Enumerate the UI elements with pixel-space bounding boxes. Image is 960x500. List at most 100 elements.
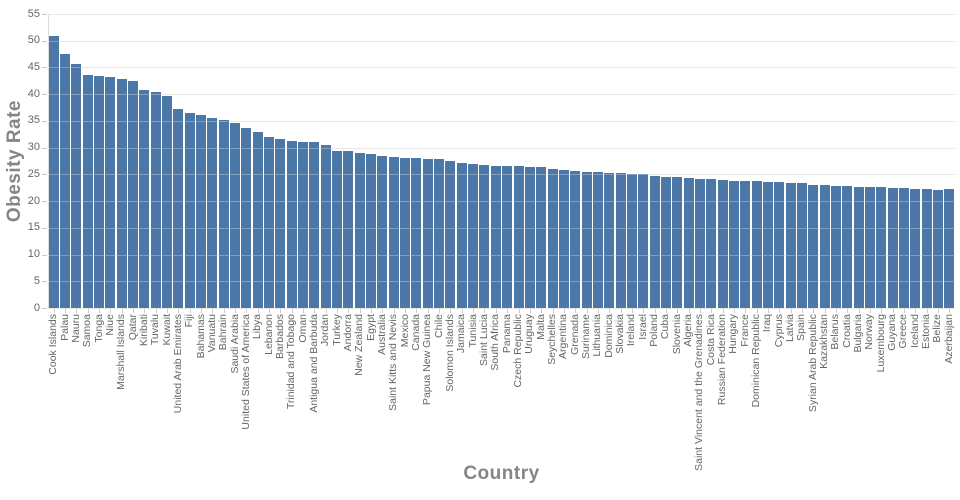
bar bbox=[309, 142, 320, 308]
gridline bbox=[48, 94, 955, 96]
x-axis-tick bbox=[337, 308, 339, 313]
gridline bbox=[48, 147, 955, 149]
bar bbox=[196, 114, 207, 308]
x-axis-tick-label: Tunisia bbox=[466, 314, 479, 348]
y-axis-tick-label: 5 bbox=[33, 274, 40, 287]
x-axis-tick-label: Panama bbox=[500, 314, 513, 354]
bar bbox=[762, 181, 773, 308]
x-axis-tick bbox=[869, 308, 871, 313]
x-axis-tick bbox=[813, 308, 815, 313]
y-axis-tick bbox=[42, 120, 47, 122]
y-axis-tick-label: 30 bbox=[27, 141, 40, 154]
bar bbox=[388, 157, 399, 308]
y-axis-tick-label: 0 bbox=[33, 301, 40, 314]
x-axis-tick-label: Cook Islands bbox=[47, 314, 60, 375]
x-axis-tick bbox=[461, 308, 463, 313]
bar bbox=[366, 153, 377, 308]
x-axis-tick bbox=[745, 308, 747, 313]
x-axis-tick bbox=[246, 308, 248, 313]
x-axis-tick bbox=[99, 308, 101, 313]
x-axis-tick-label: New Zealand bbox=[353, 314, 366, 376]
x-axis-tick bbox=[756, 308, 758, 313]
bar bbox=[71, 64, 82, 308]
x-axis-tick bbox=[937, 308, 939, 313]
x-axis-tick-label: Ireland bbox=[625, 314, 638, 347]
y-axis-tick bbox=[42, 67, 47, 69]
x-axis-tick bbox=[892, 308, 894, 313]
bar bbox=[830, 185, 841, 308]
x-axis-tick bbox=[110, 308, 112, 313]
x-axis-tick bbox=[688, 308, 690, 313]
x-axis-tick bbox=[325, 308, 327, 313]
bar bbox=[456, 162, 467, 308]
x-axis-tick bbox=[722, 308, 724, 313]
x-axis-tick-label: Trinidad and Tobago bbox=[285, 314, 298, 410]
bar bbox=[740, 180, 751, 308]
y-axis-tick-label: 45 bbox=[27, 60, 40, 73]
bar bbox=[343, 151, 354, 308]
x-axis-tick-label: Papua New Guinea bbox=[421, 314, 434, 406]
x-axis-tick bbox=[597, 308, 599, 313]
x-axis-tick-label: Chile bbox=[432, 314, 445, 338]
bar bbox=[479, 165, 490, 308]
bar bbox=[796, 183, 807, 308]
x-axis-tick bbox=[677, 308, 679, 313]
x-axis-tick bbox=[575, 308, 577, 313]
x-axis-tick-label: Uruguay bbox=[523, 314, 536, 354]
bar bbox=[604, 172, 615, 308]
bar bbox=[638, 174, 649, 308]
y-axis-tick bbox=[42, 254, 47, 256]
y-axis-tick bbox=[42, 281, 47, 283]
x-axis-tick-label: Greece bbox=[897, 314, 910, 349]
y-axis-tick bbox=[42, 174, 47, 176]
bar bbox=[581, 171, 592, 308]
bar bbox=[513, 166, 524, 308]
y-axis-tick-label: 15 bbox=[27, 221, 40, 234]
x-axis-tick-label: Samoa bbox=[81, 314, 94, 348]
bar bbox=[48, 36, 59, 308]
bar bbox=[139, 89, 150, 308]
bar bbox=[82, 75, 93, 308]
gridline bbox=[48, 281, 955, 283]
y-axis-tick bbox=[42, 308, 47, 309]
x-axis-tick bbox=[733, 308, 735, 313]
x-axis-tick-label: Belarus bbox=[829, 314, 842, 350]
y-axis-tick bbox=[42, 14, 47, 15]
y-axis-tick-label: 10 bbox=[27, 248, 40, 261]
x-axis-tick bbox=[178, 308, 180, 313]
y-axis-tick bbox=[42, 94, 47, 96]
x-axis-tick bbox=[926, 308, 928, 313]
x-axis-tick bbox=[858, 308, 860, 313]
bar bbox=[162, 95, 173, 308]
x-axis-tick bbox=[631, 308, 633, 313]
gridline bbox=[48, 67, 955, 69]
bar bbox=[524, 166, 535, 308]
bar bbox=[241, 127, 252, 308]
gridline bbox=[48, 201, 955, 203]
bar bbox=[898, 188, 909, 308]
x-axis-tick bbox=[847, 308, 849, 313]
bar bbox=[377, 155, 388, 308]
x-axis-tick bbox=[473, 308, 475, 313]
x-axis-tick bbox=[269, 308, 271, 313]
x-axis-tick bbox=[212, 308, 214, 313]
bar bbox=[694, 179, 705, 308]
x-axis-tick-label: Iraq bbox=[761, 314, 774, 333]
bar bbox=[660, 176, 671, 308]
bar bbox=[94, 76, 105, 308]
bar bbox=[672, 177, 683, 308]
gridline bbox=[48, 254, 955, 256]
x-axis-title: Country bbox=[463, 463, 540, 484]
y-axis-tick bbox=[42, 227, 47, 229]
bar bbox=[774, 182, 785, 308]
bar bbox=[717, 180, 728, 308]
bar bbox=[921, 189, 932, 308]
y-axis-tick-label: 35 bbox=[27, 114, 40, 127]
gridline bbox=[48, 227, 955, 229]
bar bbox=[944, 189, 955, 308]
gridline bbox=[48, 281, 955, 283]
x-axis-tick bbox=[427, 308, 429, 313]
x-axis-tick bbox=[416, 308, 418, 313]
x-axis-tick-label: Hungary bbox=[727, 314, 740, 354]
x-axis-tick-label: Turkey bbox=[330, 314, 343, 346]
